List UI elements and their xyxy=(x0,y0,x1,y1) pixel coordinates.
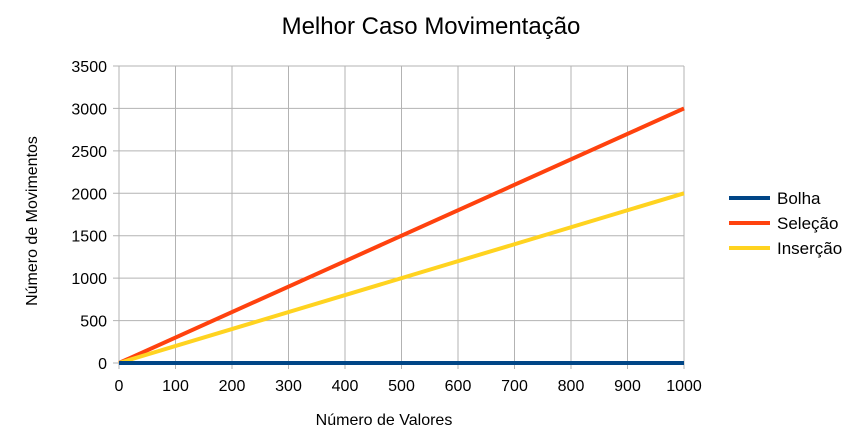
y-tick-label: 0 xyxy=(98,356,107,373)
x-tick-label: 100 xyxy=(162,378,189,395)
legend-label: Bolha xyxy=(777,189,821,208)
y-tick-label: 1000 xyxy=(71,271,107,288)
x-axis-label: Número de Valores xyxy=(316,412,453,429)
x-tick-label: 200 xyxy=(219,378,246,395)
y-tick-label: 2500 xyxy=(71,144,107,161)
y-tick-label: 1500 xyxy=(71,229,107,246)
y-tick-label: 3500 xyxy=(71,59,107,76)
legend-label: Inserção xyxy=(777,239,842,258)
x-tick-label: 400 xyxy=(332,378,359,395)
x-tick-label: 900 xyxy=(614,378,641,395)
y-tick-label: 2000 xyxy=(71,186,107,203)
series-line-seleção xyxy=(118,106,685,365)
y-tick-label: 3000 xyxy=(71,101,107,118)
y-axis-label: Número de Movimentos xyxy=(24,136,41,306)
x-tick-label: 300 xyxy=(275,378,302,395)
y-tick-label: 500 xyxy=(80,314,107,331)
x-tick-label: 1000 xyxy=(666,378,702,395)
series-lines xyxy=(118,106,685,365)
x-tick-label: 500 xyxy=(388,378,415,395)
grid xyxy=(113,65,685,369)
x-axis-ticks: 0 100 200 300 400 500 600 700 800 900 1000 xyxy=(115,378,702,395)
x-tick-label: 600 xyxy=(445,378,472,395)
legend-label: Seleção xyxy=(777,214,838,233)
series-line-inserção xyxy=(118,191,685,365)
x-tick-label: 800 xyxy=(558,378,585,395)
y-axis-ticks: 0 500 1000 1500 2000 2500 3000 3500 xyxy=(71,59,107,373)
x-tick-label: 700 xyxy=(501,378,528,395)
x-tick-label: 0 xyxy=(115,378,124,395)
legend: Bolha Seleção Inserção xyxy=(729,189,842,258)
chart-title: Melhor Caso Movimentação xyxy=(282,13,581,40)
